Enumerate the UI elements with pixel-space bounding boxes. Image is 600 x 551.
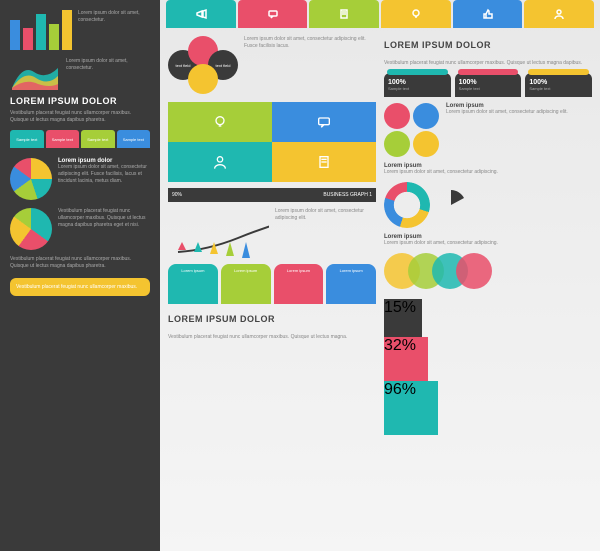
pct-circle: 32%	[384, 337, 428, 381]
quad-person[interactable]	[168, 142, 272, 182]
stat-tabs: 100%Sample text100%Sample text100%Sample…	[384, 73, 592, 97]
col2-desc: Vestibulum placerat feugiat nunc ullamco…	[384, 60, 592, 67]
sidebar-title: LOREM IPSUM DOLOR	[10, 96, 150, 106]
stat-tab: 100%Sample text	[455, 73, 522, 97]
bottom-title: LOREM IPSUM DOLOR	[168, 314, 376, 324]
overlap-circles	[384, 253, 484, 293]
area-caption: Lorem ipsum dolor sit amet, consectetur.	[66, 58, 150, 72]
venn-text: Lorem ipsum dolor sit amet, consectetur …	[244, 36, 376, 50]
quad-bulb[interactable]	[168, 102, 272, 142]
rtab[interactable]: Lorem ipsum	[326, 264, 376, 304]
mini-tab[interactable]: Sample text	[10, 130, 44, 148]
main: text fieldtext field Lorem ipsum dolor s…	[160, 0, 600, 551]
sub2-text: Vestibulum placerat feugiat nunc ullamco…	[58, 208, 150, 229]
growth-text: Lorem ipsum dolor sit amet, consectetur …	[275, 208, 376, 222]
rtab[interactable]: Lorem ipsum	[168, 264, 218, 304]
tab-megaphone[interactable]	[166, 0, 236, 28]
tab-bulb[interactable]	[381, 0, 451, 28]
venn-diagram: text fieldtext field	[168, 36, 238, 96]
stat-tab: 100%Sample text	[384, 73, 451, 97]
mini-tab[interactable]: Sample text	[117, 130, 151, 148]
rtab[interactable]: Lorem ipsum	[274, 264, 324, 304]
quad-overlay: 90%BUSINESS GRAPH 1	[168, 188, 376, 202]
pct-circle: 96%	[384, 381, 438, 435]
tab-chat[interactable]	[238, 0, 308, 28]
callout: Vestibulum placerat feugiat nunc ullamco…	[10, 278, 150, 296]
col2-title: LOREM IPSUM DOLOR	[384, 40, 592, 50]
stat-tab: 100%Sample text	[525, 73, 592, 97]
four-circles	[384, 103, 440, 157]
bottom-text: Vestibulum placerat feugiat nunc ullamco…	[168, 334, 376, 341]
column-2: LOREM IPSUM DOLOR Vestibulum placerat fe…	[384, 36, 592, 543]
growth-chart	[168, 208, 269, 258]
quad-doc[interactable]	[272, 142, 376, 182]
sidebar-desc: Vestibulum placerat feugiat nunc ullamco…	[10, 110, 150, 124]
column-1: text fieldtext field Lorem ipsum dolor s…	[168, 36, 376, 543]
rtab[interactable]: Lorem ipsum	[221, 264, 271, 304]
rounded-tabs: Lorem ipsumLorem ipsumLorem ipsumLorem i…	[168, 264, 376, 304]
quad-grid	[168, 102, 376, 182]
tab-thumb[interactable]	[453, 0, 523, 28]
top-tabs	[160, 0, 600, 28]
pie-slice-icon	[436, 190, 466, 220]
quad-chat[interactable]	[272, 102, 376, 142]
bars-caption: Lorem ipsum dolor sit amet, consectetur.	[78, 10, 150, 24]
tab-doc[interactable]	[309, 0, 379, 28]
mini-tab[interactable]: Sample text	[81, 130, 115, 148]
pct-circle: 15%	[384, 299, 422, 337]
sidebar: Lorem ipsum dolor sit amet, consectetur.…	[0, 0, 160, 551]
percent-circles: 15%32%96%	[384, 299, 592, 359]
tab-person[interactable]	[524, 0, 594, 28]
bar-chart	[10, 10, 72, 50]
sub1-text: Lorem ipsum dolor sit amet, consectetur …	[58, 164, 150, 185]
area-chart	[10, 58, 60, 92]
mini-tab[interactable]: Sample text	[46, 130, 80, 148]
sub3-text: Vestibulum placerat feugiat nunc ullamco…	[10, 256, 150, 270]
mini-tabs: Sample textSample textSample textSample …	[10, 130, 150, 148]
